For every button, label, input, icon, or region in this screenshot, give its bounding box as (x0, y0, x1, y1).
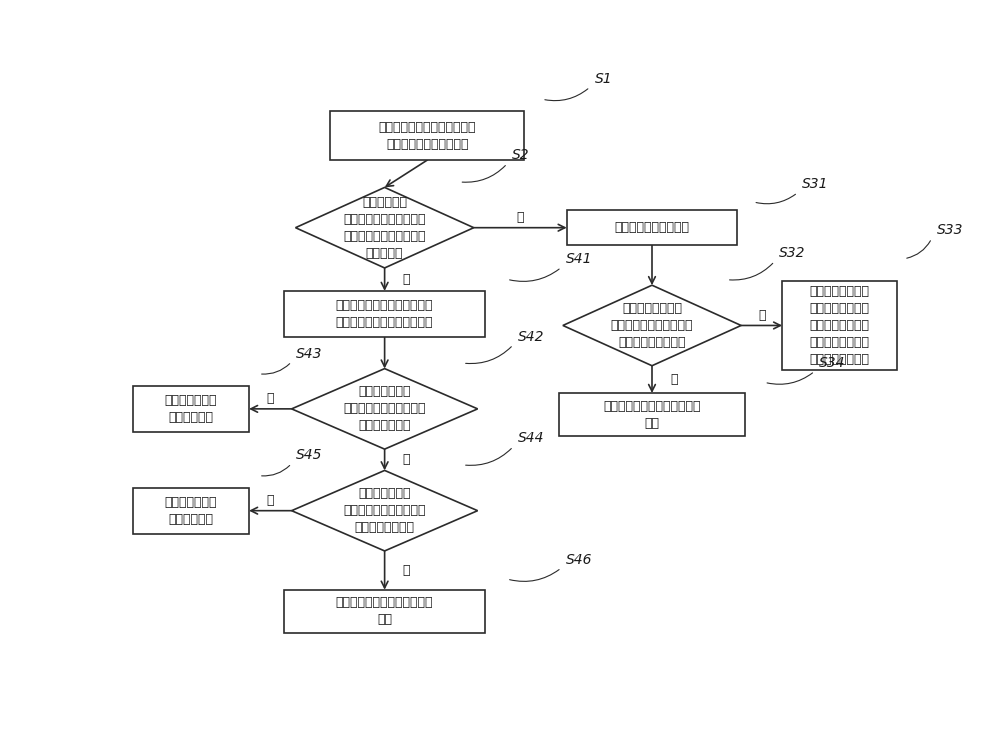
Text: 所述微控制单元
判断振荡信号的幅值是否
高于预设电压阈值: 所述微控制单元 判断振荡信号的幅值是否 高于预设电压阈值 (343, 487, 426, 534)
Text: 确定电流互感器二
次回路短路、电流
互感器一次回路短
路或者计量用电流
互感器发生磁饱和: 确定电流互感器二 次回路短路、电流 互感器一次回路短 路或者计量用电流 互感器发… (810, 285, 870, 366)
Text: 是: 是 (758, 309, 765, 322)
FancyBboxPatch shape (284, 291, 485, 337)
FancyBboxPatch shape (567, 211, 737, 245)
FancyBboxPatch shape (284, 590, 485, 633)
Text: S46: S46 (566, 553, 592, 567)
Text: 否: 否 (516, 211, 524, 224)
Text: S2: S2 (512, 149, 530, 162)
Text: 是: 是 (267, 494, 274, 506)
Text: S41: S41 (566, 252, 592, 266)
Text: S32: S32 (779, 247, 806, 260)
Text: 所述电流检测单元检测电流互
感器二次回路的负荷电流: 所述电流检测单元检测电流互 感器二次回路的负荷电流 (378, 121, 476, 151)
FancyBboxPatch shape (133, 386, 249, 432)
Text: S43: S43 (296, 347, 323, 361)
Text: S34: S34 (819, 356, 846, 370)
Polygon shape (292, 471, 478, 551)
Text: 所述信号施加单元向电流互感
器二次回路注入高频电压信号: 所述信号施加单元向电流互感 器二次回路注入高频电压信号 (336, 299, 433, 329)
Text: 所述微控制单元
判断是否从所述谐振单元
检测到振荡信号: 所述微控制单元 判断是否从所述谐振单元 检测到振荡信号 (343, 385, 426, 433)
Text: 否: 否 (267, 392, 274, 405)
Text: 确定电流互感器
二次回路开路: 确定电流互感器 二次回路开路 (165, 394, 217, 424)
Text: 是: 是 (403, 453, 410, 466)
FancyBboxPatch shape (133, 488, 249, 533)
Text: S1: S1 (595, 72, 612, 86)
Text: 确定电流互感器二次回路工作
正常: 确定电流互感器二次回路工作 正常 (603, 400, 701, 430)
Text: 否: 否 (403, 564, 410, 577)
FancyBboxPatch shape (782, 281, 897, 370)
Text: 确定电流互感器
二次回路短路: 确定电流互感器 二次回路短路 (165, 496, 217, 526)
Text: 确定电流互感器二次回路工作
正常: 确定电流互感器二次回路工作 正常 (336, 596, 433, 626)
Polygon shape (563, 285, 741, 366)
Text: 所述微控制单元判
断所述自激振荡电路的最
小频率是否发生变化: 所述微控制单元判 断所述自激振荡电路的最 小频率是否发生变化 (611, 302, 693, 349)
Text: S31: S31 (802, 178, 829, 191)
Text: 所述微控制单
元判断电流互感器二次回
路的负荷电流是否低于预
设电流阈值: 所述微控制单 元判断电流互感器二次回 路的负荷电流是否低于预 设电流阈值 (343, 196, 426, 260)
Text: S42: S42 (518, 329, 544, 344)
Text: S45: S45 (296, 448, 323, 462)
Text: 启动所述自激振荡电路: 启动所述自激振荡电路 (614, 221, 690, 235)
FancyBboxPatch shape (559, 393, 745, 436)
Text: S44: S44 (518, 432, 544, 445)
Text: 是: 是 (403, 273, 410, 286)
Text: 否: 否 (670, 373, 677, 386)
Polygon shape (292, 368, 478, 449)
FancyBboxPatch shape (330, 111, 524, 160)
Polygon shape (296, 187, 474, 268)
Text: S33: S33 (936, 223, 963, 238)
